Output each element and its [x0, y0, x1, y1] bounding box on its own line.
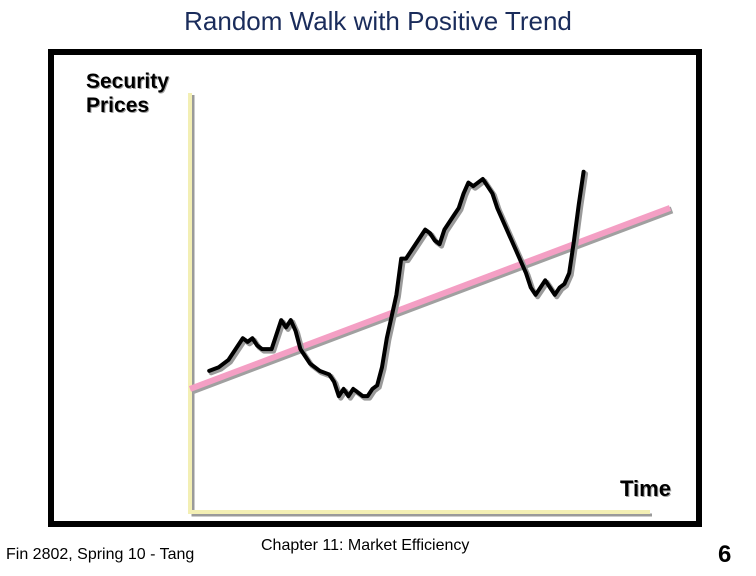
course-footer: Fin 2802, Spring 10 - Tang — [6, 546, 195, 563]
axis-shadow — [191, 95, 652, 517]
x-axis-label: Time — [620, 476, 671, 501]
slide-title: Random Walk with Positive Trend — [184, 6, 572, 36]
chapter-footer: Chapter 11: Market Efficiency — [261, 537, 470, 554]
random-walk-line — [207, 169, 586, 399]
y-axis-line — [188, 93, 650, 514]
trend-line — [188, 205, 672, 392]
y-axis-label: Security Prices — [86, 70, 169, 117]
page-number: 6 — [718, 541, 732, 568]
chart-frame — [48, 49, 702, 527]
